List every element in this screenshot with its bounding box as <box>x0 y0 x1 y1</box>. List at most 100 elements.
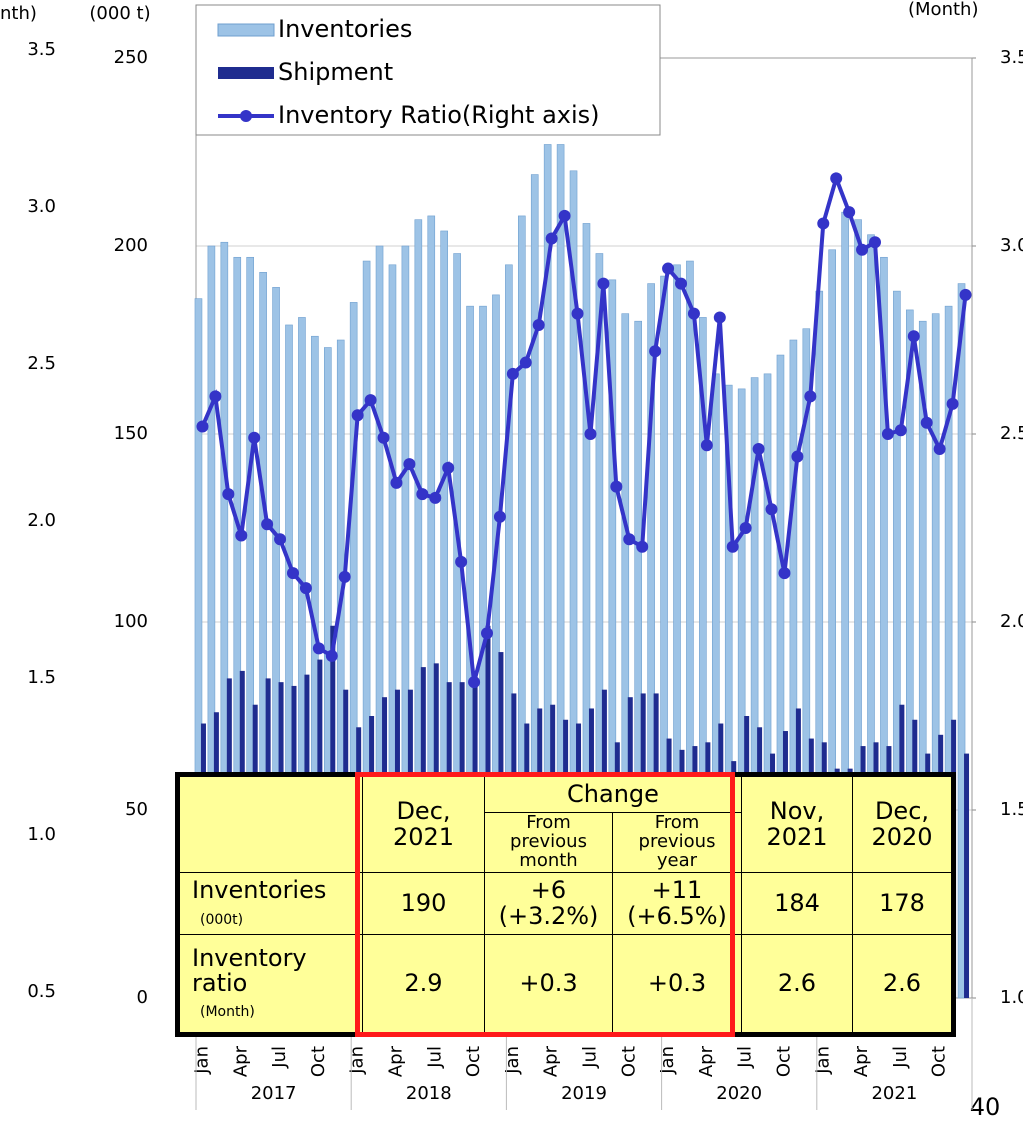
ratio-marker <box>235 529 248 542</box>
ratio-marker <box>325 649 338 662</box>
x-tick-label: Jan <box>502 1046 523 1075</box>
x-tick-label: Jan <box>657 1046 678 1075</box>
row-label-text: Inventory ratio <box>192 943 307 997</box>
x-tick-label: Jul <box>424 1046 445 1069</box>
legend-swatch <box>217 23 275 37</box>
ratio-marker <box>468 676 481 689</box>
ratio-marker <box>623 533 636 546</box>
y2-tick-label: 2.5 <box>1000 423 1023 444</box>
cell-text: +6 <box>530 876 567 905</box>
ratio-marker <box>287 567 299 580</box>
y2-axis-label: (Month) <box>908 0 978 20</box>
legend-label: Inventories <box>278 15 412 43</box>
ratio-marker <box>312 642 325 655</box>
ratio-marker <box>209 390 222 403</box>
ratio-marker <box>532 318 545 331</box>
ratio-marker <box>222 488 235 501</box>
column-header-text: Nov, <box>769 797 825 826</box>
ratio-marker <box>662 262 675 275</box>
ratio-marker <box>791 450 804 463</box>
column-header-text: Dec, <box>396 797 451 826</box>
ratio-marker <box>765 503 778 516</box>
year-label: 2019 <box>561 1083 607 1104</box>
ratio-marker <box>481 627 493 640</box>
ratio-marker <box>196 420 209 433</box>
y3-tick-label: 1.0 <box>27 824 56 845</box>
ratio-marker <box>519 356 532 369</box>
corner-cell <box>177 774 363 873</box>
column-header: Nov, 2021 <box>741 774 853 873</box>
ratio-marker <box>687 307 700 320</box>
table-cell: 2.9 <box>362 934 485 1035</box>
ratio-marker <box>700 439 713 452</box>
table-cell: 190 <box>362 872 485 935</box>
cell-text: 2.6 <box>777 968 817 997</box>
column-header: From previous year <box>612 812 742 873</box>
table-cell: 178 <box>852 872 954 935</box>
ratio-marker <box>403 458 416 471</box>
group-header: Change <box>484 774 742 813</box>
x-tick-label: Oct <box>773 1046 794 1077</box>
ratio-marker <box>959 288 972 301</box>
ratio-marker <box>429 491 442 504</box>
ratio-marker <box>920 416 933 429</box>
page-number: 40 <box>970 1093 1001 1121</box>
row-label: Inventory ratio (Month) <box>177 934 363 1035</box>
cell-text: +0.3 <box>519 968 578 997</box>
ratio-marker <box>843 206 856 219</box>
cell-text: 184 <box>774 888 820 917</box>
ratio-marker <box>338 570 351 583</box>
year-label: 2018 <box>406 1083 452 1104</box>
y3-tick-label: 2.0 <box>27 510 56 531</box>
ratio-marker <box>390 476 403 489</box>
row-unit: (Month) <box>200 1004 255 1021</box>
ratio-marker <box>752 443 765 456</box>
y2-tick-label: 1.0 <box>1000 987 1023 1008</box>
row-label-text: Inventories <box>192 876 327 905</box>
bar <box>964 753 970 998</box>
ratio-marker <box>493 510 506 523</box>
ratio-marker <box>856 243 869 256</box>
x-tick-label: Jan <box>191 1046 212 1075</box>
ratio-marker <box>675 277 687 290</box>
row-label: Inventories (000t) <box>177 872 363 935</box>
ratio-marker <box>274 533 287 546</box>
x-tick-label: Apr <box>385 1045 406 1077</box>
ratio-marker <box>894 424 907 437</box>
ratio-marker <box>571 307 584 320</box>
column-header-text: From <box>654 812 700 834</box>
column-header-text: previous <box>510 831 587 853</box>
y3-tick-label: 2.5 <box>27 353 56 374</box>
x-tick-label: Jul <box>269 1046 290 1069</box>
column-header: Dec, 2021 <box>362 774 485 873</box>
legend-swatch <box>218 67 274 79</box>
ratio-marker <box>442 461 455 474</box>
year-label: 2017 <box>251 1083 297 1104</box>
y-tick-label: 250 <box>114 47 148 68</box>
ratio-marker <box>506 367 519 380</box>
table-cell: +6 (+3.2%) <box>484 872 613 935</box>
cell-text: 190 <box>400 888 447 917</box>
x-tick-label: Jul <box>579 1046 600 1069</box>
table-cell: 2.6 <box>741 934 853 1035</box>
cell-text: 2.6 <box>882 968 922 997</box>
x-tick-label: Apr <box>230 1045 251 1077</box>
ratio-marker <box>881 428 894 440</box>
column-header-text: previous <box>638 831 716 853</box>
y2-tick-label: 1.5 <box>1000 799 1023 820</box>
ratio-marker <box>907 330 920 343</box>
y3-axis-label: nth) <box>0 3 37 24</box>
ratio-marker <box>364 394 377 407</box>
x-tick-label: Jan <box>347 1046 368 1075</box>
x-tick-label: Oct <box>463 1046 484 1077</box>
y-tick-label: 150 <box>114 423 148 444</box>
y-tick-label: 100 <box>114 611 148 632</box>
y-tick-label: 50 <box>125 799 148 820</box>
bar <box>957 283 966 999</box>
ratio-marker <box>778 567 791 580</box>
ratio-marker <box>610 480 623 493</box>
column-header-text: 2021 <box>766 822 828 851</box>
y2-tick-label: 3.0 <box>1000 235 1023 256</box>
ratio-marker <box>558 209 571 222</box>
ratio-marker <box>946 397 959 410</box>
